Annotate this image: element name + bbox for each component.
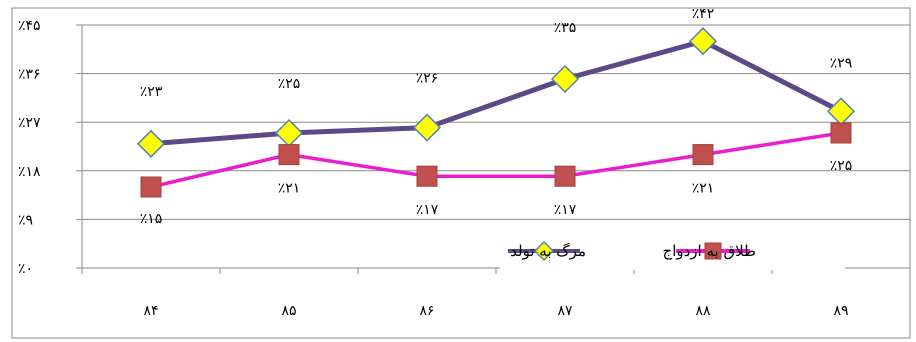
series-line-2 <box>150 131 842 189</box>
x-axis: ۸۴ ۸۵ ۸۶ ۸۷ ۸۸ ۸۹ <box>81 268 911 319</box>
data-label-series-2: ٪۱۵ <box>140 211 163 227</box>
data-point-series-1 <box>412 113 442 142</box>
data-label-series-2: ٪۱۷ <box>554 202 577 218</box>
y-axis: ٪۰ ٪۹ ٪۱۸ ٪۲۷ ٪۳۶ ٪۴۵ <box>18 18 83 277</box>
data-label-series-2: ٪۱۷ <box>416 202 439 218</box>
series-group <box>136 27 856 198</box>
data-point-series-2 <box>140 176 162 198</box>
data-point-series-2 <box>416 165 438 187</box>
data-label-series-1: ٪۲۶ <box>416 71 439 87</box>
y-tick-label: ٪۱۸ <box>18 164 41 180</box>
legend-label-series-2: طلاق به ازدواج <box>663 242 756 260</box>
data-point-series-1 <box>688 27 718 56</box>
data-point-series-2 <box>278 144 300 166</box>
legend-marker-series-1 <box>533 240 555 262</box>
chart-area-border <box>11 7 911 339</box>
data-label-series-2: ٪۲۱ <box>692 181 715 197</box>
series-line-1 <box>150 38 843 147</box>
data-label-series-1: ٪۴۲ <box>692 6 715 22</box>
data-point-series-1 <box>136 129 166 158</box>
data-label-series-1: ٪۲۵ <box>278 76 301 92</box>
y-tick-label: ٪۲۷ <box>18 115 41 131</box>
y-tick-label: ٪۴۵ <box>18 18 41 34</box>
data-point-series-1 <box>274 118 304 148</box>
grid-lines <box>82 24 910 269</box>
y-tick-label: ٪۹ <box>18 212 33 228</box>
legend-label-series-1: مرگ به تولد <box>510 242 586 260</box>
x-tick-label: ۸۶ <box>419 303 434 319</box>
y-tick-label: ٪۰ <box>18 261 33 277</box>
x-tick-label: ۸۸ <box>695 303 711 319</box>
data-labels: ٪۲۳ ٪۲۵ ٪۲۶ ٪۳۵ ٪۴۲ ٪۲۹ ٪۱۵ ٪۲۱ ٪۱۷ ٪۱۷ ٪۲۱ ٪۲۵ <box>140 6 853 227</box>
data-label-series-1: ٪۲۹ <box>830 55 853 71</box>
x-tick-label: ۸۷ <box>557 303 573 319</box>
legend-diamond <box>533 240 555 262</box>
legend-marker-series-2 <box>704 242 722 260</box>
data-point-series-1 <box>826 97 856 126</box>
data-label-series-1: ٪۳۵ <box>554 20 577 36</box>
data-label-series-2: ٪۲۵ <box>830 158 853 174</box>
x-tick-label: ۸۵ <box>281 303 296 319</box>
data-label-series-1: ٪۲۳ <box>140 84 163 100</box>
legend-square <box>704 242 722 260</box>
x-tick-label: ۸۹ <box>833 303 848 319</box>
x-tick-label: ۸۴ <box>143 303 158 319</box>
data-label-series-2: ٪۲۱ <box>278 181 301 197</box>
y-tick-label: ٪۳۶ <box>18 67 41 83</box>
data-point-series-2 <box>830 122 852 144</box>
data-point-series-2 <box>692 144 714 166</box>
data-point-series-1 <box>550 64 580 94</box>
legend: مرگ به تولد طلاق به ازدواج <box>500 232 845 270</box>
data-point-series-2 <box>554 165 576 187</box>
